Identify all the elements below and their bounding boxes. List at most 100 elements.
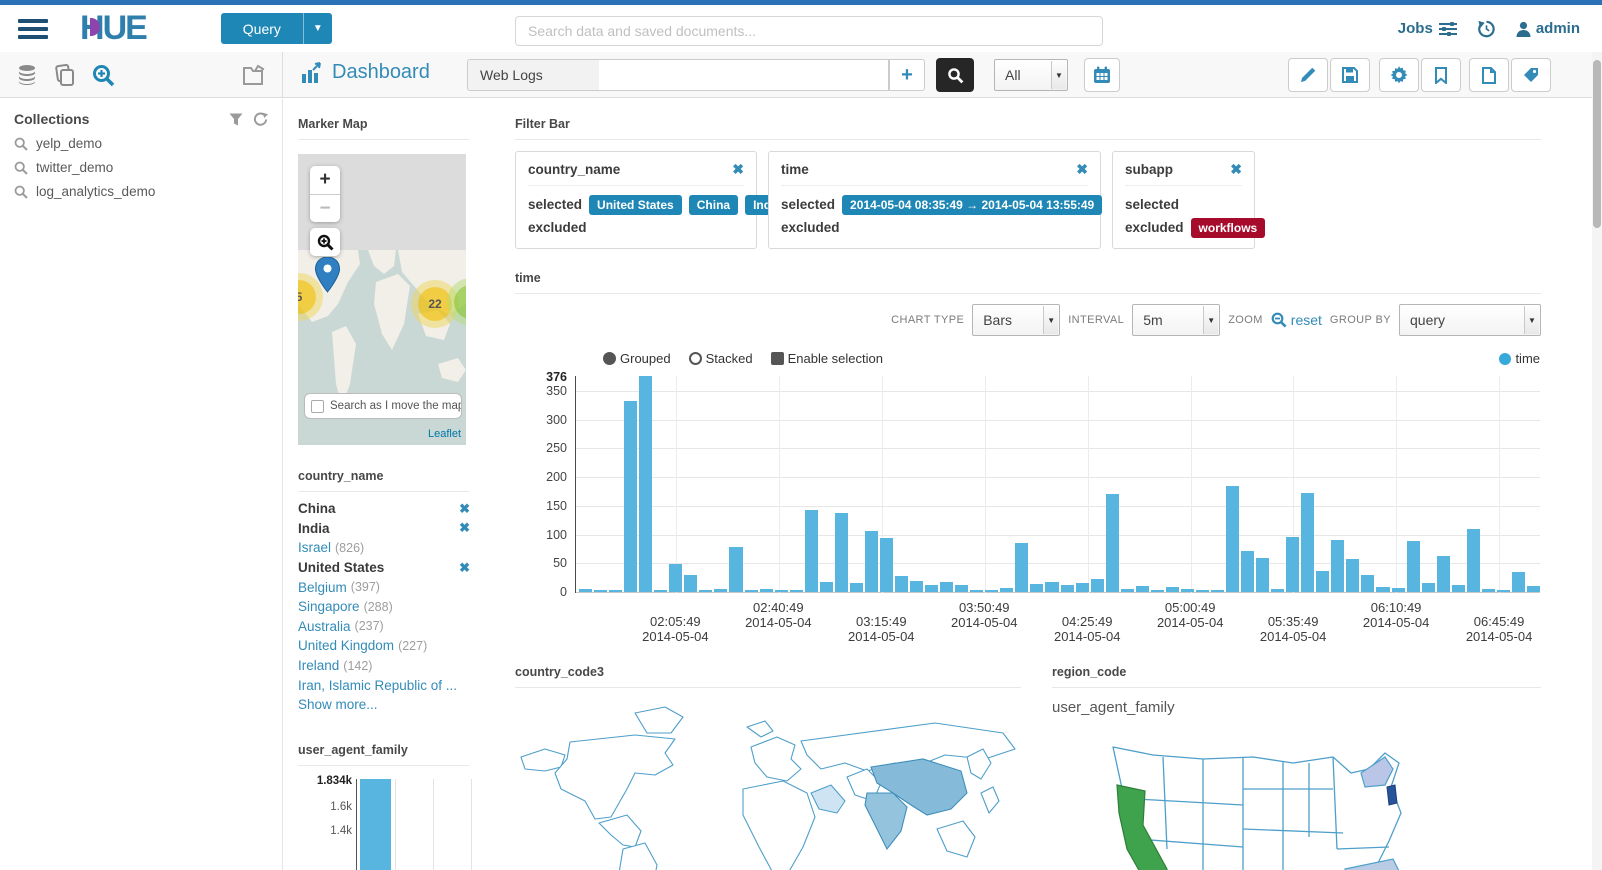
chart-bar[interactable] <box>729 546 743 592</box>
add-fields-button[interactable]: + <box>889 59 925 91</box>
marker-map[interactable]: + − 5 222 Search as I move the map Leafle… <box>298 154 466 445</box>
chart-bar[interactable] <box>1391 587 1405 592</box>
chart-bar[interactable] <box>940 582 954 592</box>
map-search-checkbox[interactable] <box>311 399 324 413</box>
chart-bar[interactable] <box>579 588 593 592</box>
chart-bar[interactable] <box>759 588 773 592</box>
chart-bar[interactable] <box>1030 583 1044 592</box>
time-bar-chart[interactable] <box>575 376 1540 593</box>
map-zoom-in-button[interactable]: + <box>310 166 340 194</box>
interval-select[interactable]: 5m ▼ <box>1132 304 1221 336</box>
chart-bar[interactable] <box>1075 583 1089 592</box>
world-map-india[interactable] <box>864 792 908 851</box>
chart-bar[interactable] <box>1105 494 1119 592</box>
chart-bar[interactable] <box>1361 574 1375 592</box>
chart-bar[interactable] <box>955 584 969 592</box>
zoom-reset-control[interactable]: reset <box>1271 312 1322 328</box>
chart-bar[interactable] <box>819 581 833 592</box>
scrollbar-track[interactable] <box>1592 52 1602 870</box>
folder-icon[interactable] <box>242 64 266 86</box>
remove-facet-icon[interactable]: ✖ <box>459 559 470 575</box>
chart-bar[interactable] <box>699 590 713 592</box>
facet-item-link[interactable]: Israel <box>298 540 332 556</box>
chart-bar[interactable] <box>609 589 623 592</box>
filter-funnel-icon[interactable] <box>229 113 243 126</box>
chart-bar[interactable] <box>1060 585 1074 592</box>
us-map-new-york[interactable] <box>1360 756 1394 788</box>
show-more-link[interactable]: Show more... <box>298 697 378 713</box>
chart-bar[interactable] <box>1195 589 1209 592</box>
chart-bar[interactable] <box>985 589 999 592</box>
user-agent-family-mini-chart[interactable]: 1.834k 1.6k 1.4k <box>298 775 483 870</box>
grouped-radio[interactable]: Grouped <box>603 351 671 366</box>
bookmark-button[interactable] <box>1421 58 1461 92</box>
chart-bar[interactable] <box>879 538 893 592</box>
chart-bar[interactable] <box>714 588 728 592</box>
us-map-new-jersey[interactable] <box>1386 784 1398 806</box>
chart-bar[interactable] <box>1045 581 1059 592</box>
chart-bar[interactable] <box>1256 557 1270 592</box>
chart-bar[interactable] <box>849 582 863 592</box>
chart-bar[interactable] <box>1271 589 1285 592</box>
filter-chip[interactable]: 2014-05-04 08:35:49 → 2014-05-04 13:55:4… <box>842 194 1103 215</box>
save-button[interactable] <box>1330 58 1370 92</box>
user-menu[interactable]: admin <box>1516 20 1580 37</box>
chart-bar[interactable] <box>1331 540 1345 592</box>
history-icon[interactable] <box>1477 20 1496 38</box>
chart-bar[interactable] <box>1511 571 1525 592</box>
global-search-input[interactable] <box>515 16 1103 46</box>
region-code-us-map[interactable] <box>1093 729 1443 870</box>
map-magnify-button[interactable] <box>310 228 340 256</box>
chart-bar[interactable] <box>910 580 924 592</box>
collection-item[interactable]: yelp_demo <box>14 136 268 151</box>
chart-bar[interactable] <box>1241 550 1255 592</box>
scrollbar-thumb[interactable] <box>1593 60 1601 228</box>
chart-bar[interactable] <box>1316 570 1330 592</box>
world-map-china[interactable] <box>870 758 968 816</box>
edit-button[interactable] <box>1288 58 1328 92</box>
settings-button[interactable] <box>1379 58 1419 92</box>
chart-bar[interactable] <box>804 510 818 592</box>
enable-selection-toggle[interactable]: Enable selection <box>770 351 883 366</box>
chart-bar[interactable] <box>1421 583 1435 592</box>
chart-bar[interactable] <box>1286 537 1300 592</box>
chart-bar[interactable] <box>1180 588 1194 592</box>
facet-item-link[interactable]: Ireland <box>298 658 340 674</box>
run-search-button[interactable] <box>936 58 974 92</box>
chart-bar[interactable] <box>894 575 909 592</box>
facet-item-link[interactable]: Singapore <box>298 599 360 615</box>
facet-item-link[interactable]: United States <box>298 560 385 576</box>
country-code3-world-map[interactable] <box>515 697 1021 870</box>
chart-bar[interactable] <box>864 530 878 592</box>
chart-bar[interactable] <box>669 564 683 592</box>
chart-bar[interactable] <box>1406 541 1420 592</box>
time-filter-select[interactable]: All ▼ <box>994 59 1068 91</box>
chart-bar[interactable] <box>1090 579 1104 592</box>
hue-logo[interactable]: HUE <box>80 9 148 48</box>
calendar-button[interactable] <box>1084 58 1120 92</box>
facet-item-link[interactable]: Australia <box>298 618 351 634</box>
chart-bar[interactable] <box>1526 586 1540 592</box>
refresh-icon[interactable] <box>253 112 268 127</box>
chart-bar[interactable] <box>1226 485 1240 592</box>
chart-bar[interactable] <box>1015 543 1029 592</box>
map-cluster-marker[interactable]: 22 <box>418 287 452 321</box>
map-search-toggle[interactable]: Search as I move the map <box>304 393 462 419</box>
query-caret-icon[interactable]: ▼ <box>302 13 332 44</box>
facet-item-link[interactable]: India <box>298 520 330 536</box>
chart-bar[interactable] <box>970 590 984 592</box>
query-button[interactable]: Query ▼ <box>220 13 332 44</box>
documents-icon[interactable] <box>54 64 76 86</box>
chart-bar[interactable] <box>1150 590 1164 592</box>
map-zoom-out-button[interactable]: − <box>310 194 340 222</box>
chart-bar[interactable] <box>1466 528 1480 592</box>
chart-bar[interactable] <box>789 590 803 592</box>
file-button[interactable] <box>1469 58 1509 92</box>
map-cluster-marker[interactable]: 2 <box>454 285 466 319</box>
chart-bar[interactable] <box>1135 586 1149 592</box>
chart-bar[interactable] <box>594 590 608 592</box>
series-legend[interactable]: time <box>1499 351 1540 366</box>
chart-bar[interactable] <box>639 376 653 592</box>
chart-bar[interactable] <box>624 400 638 592</box>
chart-bar[interactable] <box>1481 588 1495 592</box>
